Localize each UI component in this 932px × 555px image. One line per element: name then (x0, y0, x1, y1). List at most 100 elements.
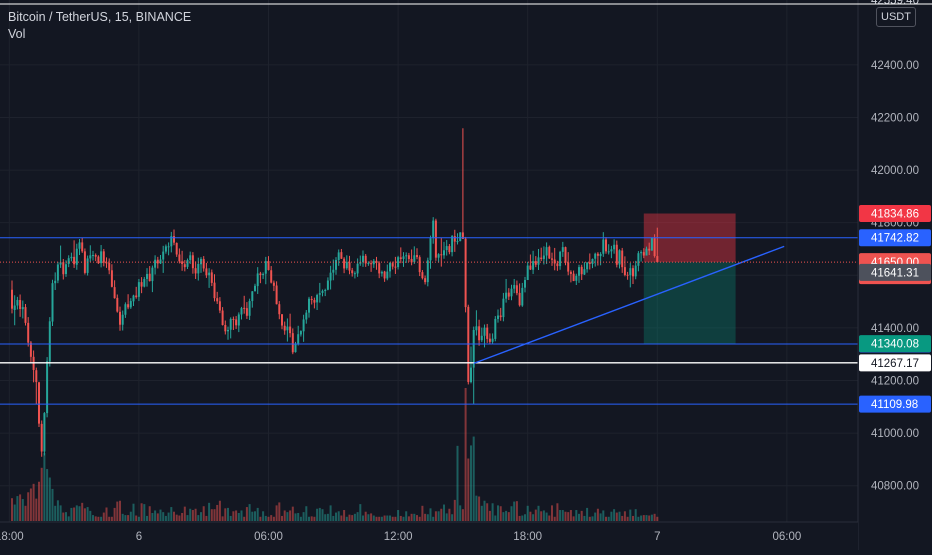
candle-body (116, 297, 119, 312)
volume-bar (19, 494, 22, 521)
volume-bar (445, 513, 448, 521)
candle-body (124, 304, 127, 315)
candle-body (502, 298, 505, 318)
candle-body (197, 263, 200, 274)
volume-bar (167, 512, 170, 521)
volume-bar (251, 511, 254, 521)
price-tick-label: 41200.00 (871, 375, 919, 387)
candle-body (54, 280, 57, 284)
volume-bar (640, 515, 643, 521)
candle-body (251, 291, 254, 302)
candle-body (216, 298, 219, 302)
volume-bar (119, 500, 121, 521)
candle-body (275, 285, 278, 305)
candle-body (56, 264, 59, 281)
candle-body (102, 251, 105, 263)
candle-body (594, 253, 597, 259)
volume-bar (488, 510, 491, 521)
volume-bar (375, 516, 378, 521)
volume-bar (513, 501, 516, 521)
volume-bar (129, 511, 132, 521)
candle-body (151, 267, 154, 282)
trend-line[interactable] (473, 245, 785, 365)
candle-body (324, 290, 327, 292)
candle-body (459, 232, 462, 242)
volume-bar (189, 508, 192, 521)
candle-body (623, 267, 626, 276)
volume-bar (629, 509, 632, 521)
horizontal-line-price-tag-bg (859, 395, 931, 413)
candle-body (497, 315, 499, 319)
volume-bar (324, 514, 327, 521)
volume-bar (229, 515, 232, 521)
volume-bar (626, 516, 629, 521)
candle-body (148, 273, 151, 282)
volume-bar (391, 516, 394, 521)
volume-bar (208, 502, 211, 521)
volume-indicator-label[interactable]: Vol (8, 27, 26, 41)
candle-body (583, 269, 586, 275)
time-axis[interactable]: 18:00 6 06:00 12:00 18:00 7 06:00 (0, 521, 858, 550)
volume-bar (569, 510, 572, 521)
volume-bar (70, 507, 73, 521)
horizontal-line-price-tag: 41109.98 (871, 399, 918, 411)
volume-bar (389, 515, 391, 521)
candle-body (637, 253, 640, 266)
candle-body (494, 318, 497, 339)
candle-body (21, 307, 24, 310)
volume-bar (372, 515, 375, 521)
candle-body (43, 413, 46, 452)
candle-body (505, 292, 508, 299)
candle-body (140, 282, 143, 287)
volume-bar (40, 467, 43, 521)
candle-body (648, 248, 651, 251)
volume-bar (227, 507, 229, 521)
volume-bar (491, 503, 494, 521)
volume-bar (410, 513, 413, 521)
horizontal-lines[interactable] (0, 237, 858, 405)
candle-body (383, 271, 386, 279)
candle-body (551, 258, 553, 260)
candle-body (410, 258, 413, 263)
candle-body (189, 255, 192, 261)
candle-body (596, 253, 599, 256)
volume-bar (451, 514, 454, 521)
currency-badge[interactable]: USDT (876, 7, 916, 27)
candle-body (615, 244, 618, 265)
candle-body (367, 262, 370, 264)
candle-body (183, 264, 186, 268)
volume-bar (632, 515, 634, 521)
candle-body (343, 258, 346, 269)
candle-body (237, 314, 240, 326)
candle-body (434, 220, 437, 258)
volume-bars (11, 388, 659, 521)
candle-body (73, 256, 76, 265)
candle-body (38, 382, 40, 424)
candle-body (46, 361, 49, 414)
candle-body (210, 272, 213, 283)
ascending-trend-line (473, 245, 785, 365)
candle-body (532, 261, 535, 270)
volume-bar (283, 510, 286, 521)
volume-bar (399, 515, 402, 521)
candle-body (440, 254, 443, 256)
candle-body (16, 300, 19, 306)
horizontal-line-price-tag: 41742.82 (871, 233, 919, 245)
volume-bar (367, 514, 370, 521)
volume-bar (645, 515, 648, 521)
volume-bar (394, 516, 397, 521)
volume-bar (605, 516, 607, 521)
volume-bar (413, 513, 416, 521)
candle-body (362, 255, 364, 263)
symbol-title[interactable]: Bitcoin / TetherUS, 15, BINANCE (8, 10, 192, 24)
candle-body (81, 242, 84, 252)
candle-body (11, 289, 13, 309)
candle-body (127, 304, 130, 308)
time-axis-background (0, 522, 858, 550)
candle-body (340, 252, 343, 259)
candle-body (119, 311, 121, 325)
volume-bar (653, 513, 656, 521)
